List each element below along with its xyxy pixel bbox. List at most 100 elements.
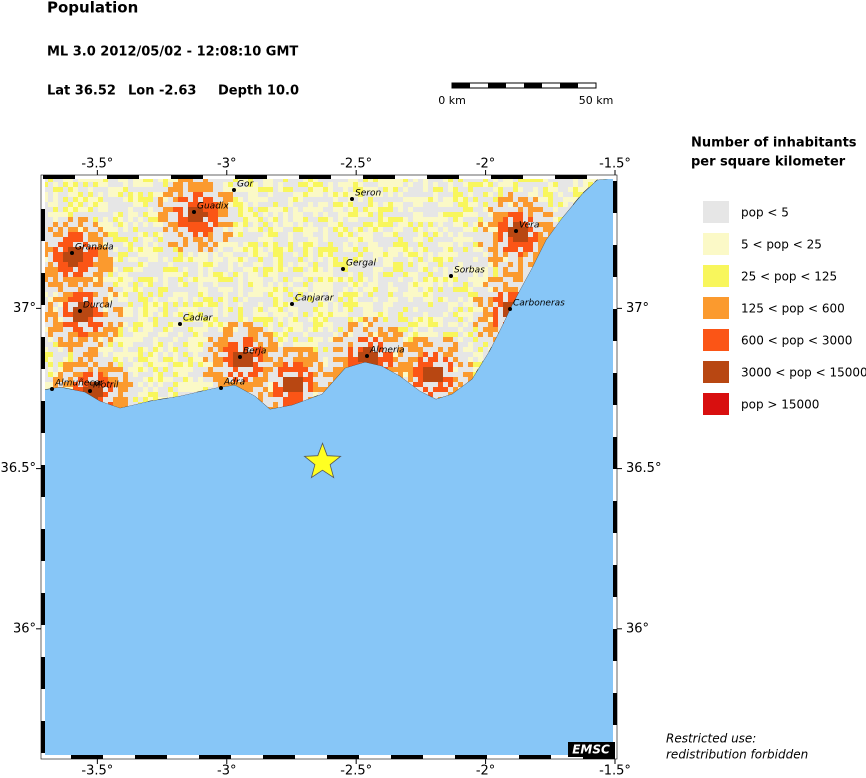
population-cell — [203, 182, 208, 187]
population-cell — [303, 217, 308, 222]
population-cell — [318, 367, 323, 372]
population-cell — [153, 312, 158, 317]
population-cell — [83, 257, 88, 262]
population-cell — [418, 192, 423, 197]
population-cell — [103, 212, 108, 217]
population-cell — [248, 287, 253, 292]
population-cell — [203, 377, 208, 382]
population-cell — [233, 352, 238, 357]
population-cell — [403, 357, 408, 362]
population-cell — [273, 282, 278, 287]
population-cell — [503, 242, 508, 247]
population-cell — [363, 197, 368, 202]
population-cell — [253, 327, 258, 332]
population-cell — [283, 332, 288, 337]
population-cell — [378, 292, 383, 297]
population-cell — [403, 282, 408, 287]
population-cell — [443, 192, 448, 197]
population-cell — [98, 247, 103, 252]
legend-label: pop > 15000 — [741, 398, 819, 412]
population-cell — [138, 262, 143, 267]
population-cell — [78, 352, 83, 357]
population-cell — [243, 192, 248, 197]
population-cell — [448, 212, 453, 217]
population-cell — [378, 347, 383, 352]
population-cell — [323, 257, 328, 262]
population-cell — [113, 372, 118, 377]
population-cell — [223, 377, 228, 382]
population-cell — [448, 372, 453, 377]
population-cell — [203, 367, 208, 372]
population-cell — [483, 332, 488, 337]
population-cell — [293, 337, 298, 342]
population-cell — [123, 332, 128, 337]
population-cell — [173, 317, 178, 322]
city-label: Carboneras — [513, 299, 565, 309]
population-cell — [168, 192, 173, 197]
population-cell — [218, 202, 223, 207]
population-cell — [178, 207, 183, 212]
population-cell — [388, 207, 393, 212]
population-cell — [228, 192, 233, 197]
population-cell — [398, 252, 403, 257]
population-cell — [233, 277, 238, 282]
population-cell — [358, 317, 363, 322]
population-cell — [193, 267, 198, 272]
population-cell — [493, 302, 498, 307]
population-cell — [448, 327, 453, 332]
population-cell — [353, 337, 358, 342]
population-cell — [443, 387, 448, 392]
population-cell — [208, 217, 213, 222]
population-cell — [313, 262, 318, 267]
population-cell — [43, 212, 48, 217]
population-cell — [573, 187, 578, 192]
city-dot — [508, 307, 512, 311]
population-cell — [323, 297, 328, 302]
population-cell — [273, 187, 278, 192]
population-cell — [158, 307, 163, 312]
population-cell — [48, 272, 53, 277]
population-cell — [423, 372, 428, 377]
population-cell — [428, 302, 433, 307]
population-cell — [253, 362, 258, 367]
population-cell — [238, 212, 243, 217]
population-cell — [553, 222, 558, 227]
population-cell — [163, 287, 168, 292]
population-cell — [443, 207, 448, 212]
population-cell — [433, 202, 438, 207]
population-cell — [188, 187, 193, 192]
population-cell — [298, 317, 303, 322]
population-cell — [263, 342, 268, 347]
population-cell — [468, 197, 473, 202]
population-cell — [73, 177, 78, 182]
population-cell — [173, 347, 178, 352]
population-cell — [503, 247, 508, 252]
population-cell — [233, 282, 238, 287]
population-cell — [113, 292, 118, 297]
population-cell — [53, 232, 58, 237]
population-cell — [248, 322, 253, 327]
population-cell — [288, 192, 293, 197]
population-cell — [353, 312, 358, 317]
population-cell — [418, 277, 423, 282]
population-cell — [193, 212, 198, 217]
population-cell — [383, 192, 388, 197]
population-cell — [398, 362, 403, 367]
population-cell — [73, 387, 78, 392]
population-cell — [433, 187, 438, 192]
population-cell — [58, 227, 63, 232]
population-cell — [268, 222, 273, 227]
population-cell — [198, 302, 203, 307]
population-cell — [183, 182, 188, 187]
population-cell — [373, 302, 378, 307]
population-cell — [383, 287, 388, 292]
population-cell — [253, 352, 258, 357]
population-cell — [58, 222, 63, 227]
population-cell — [293, 257, 298, 262]
legend-swatch — [703, 393, 729, 415]
population-cell — [78, 232, 83, 237]
population-cell — [493, 312, 498, 317]
population-cell — [118, 247, 123, 252]
population-cell — [113, 387, 118, 392]
population-cell — [118, 262, 123, 267]
